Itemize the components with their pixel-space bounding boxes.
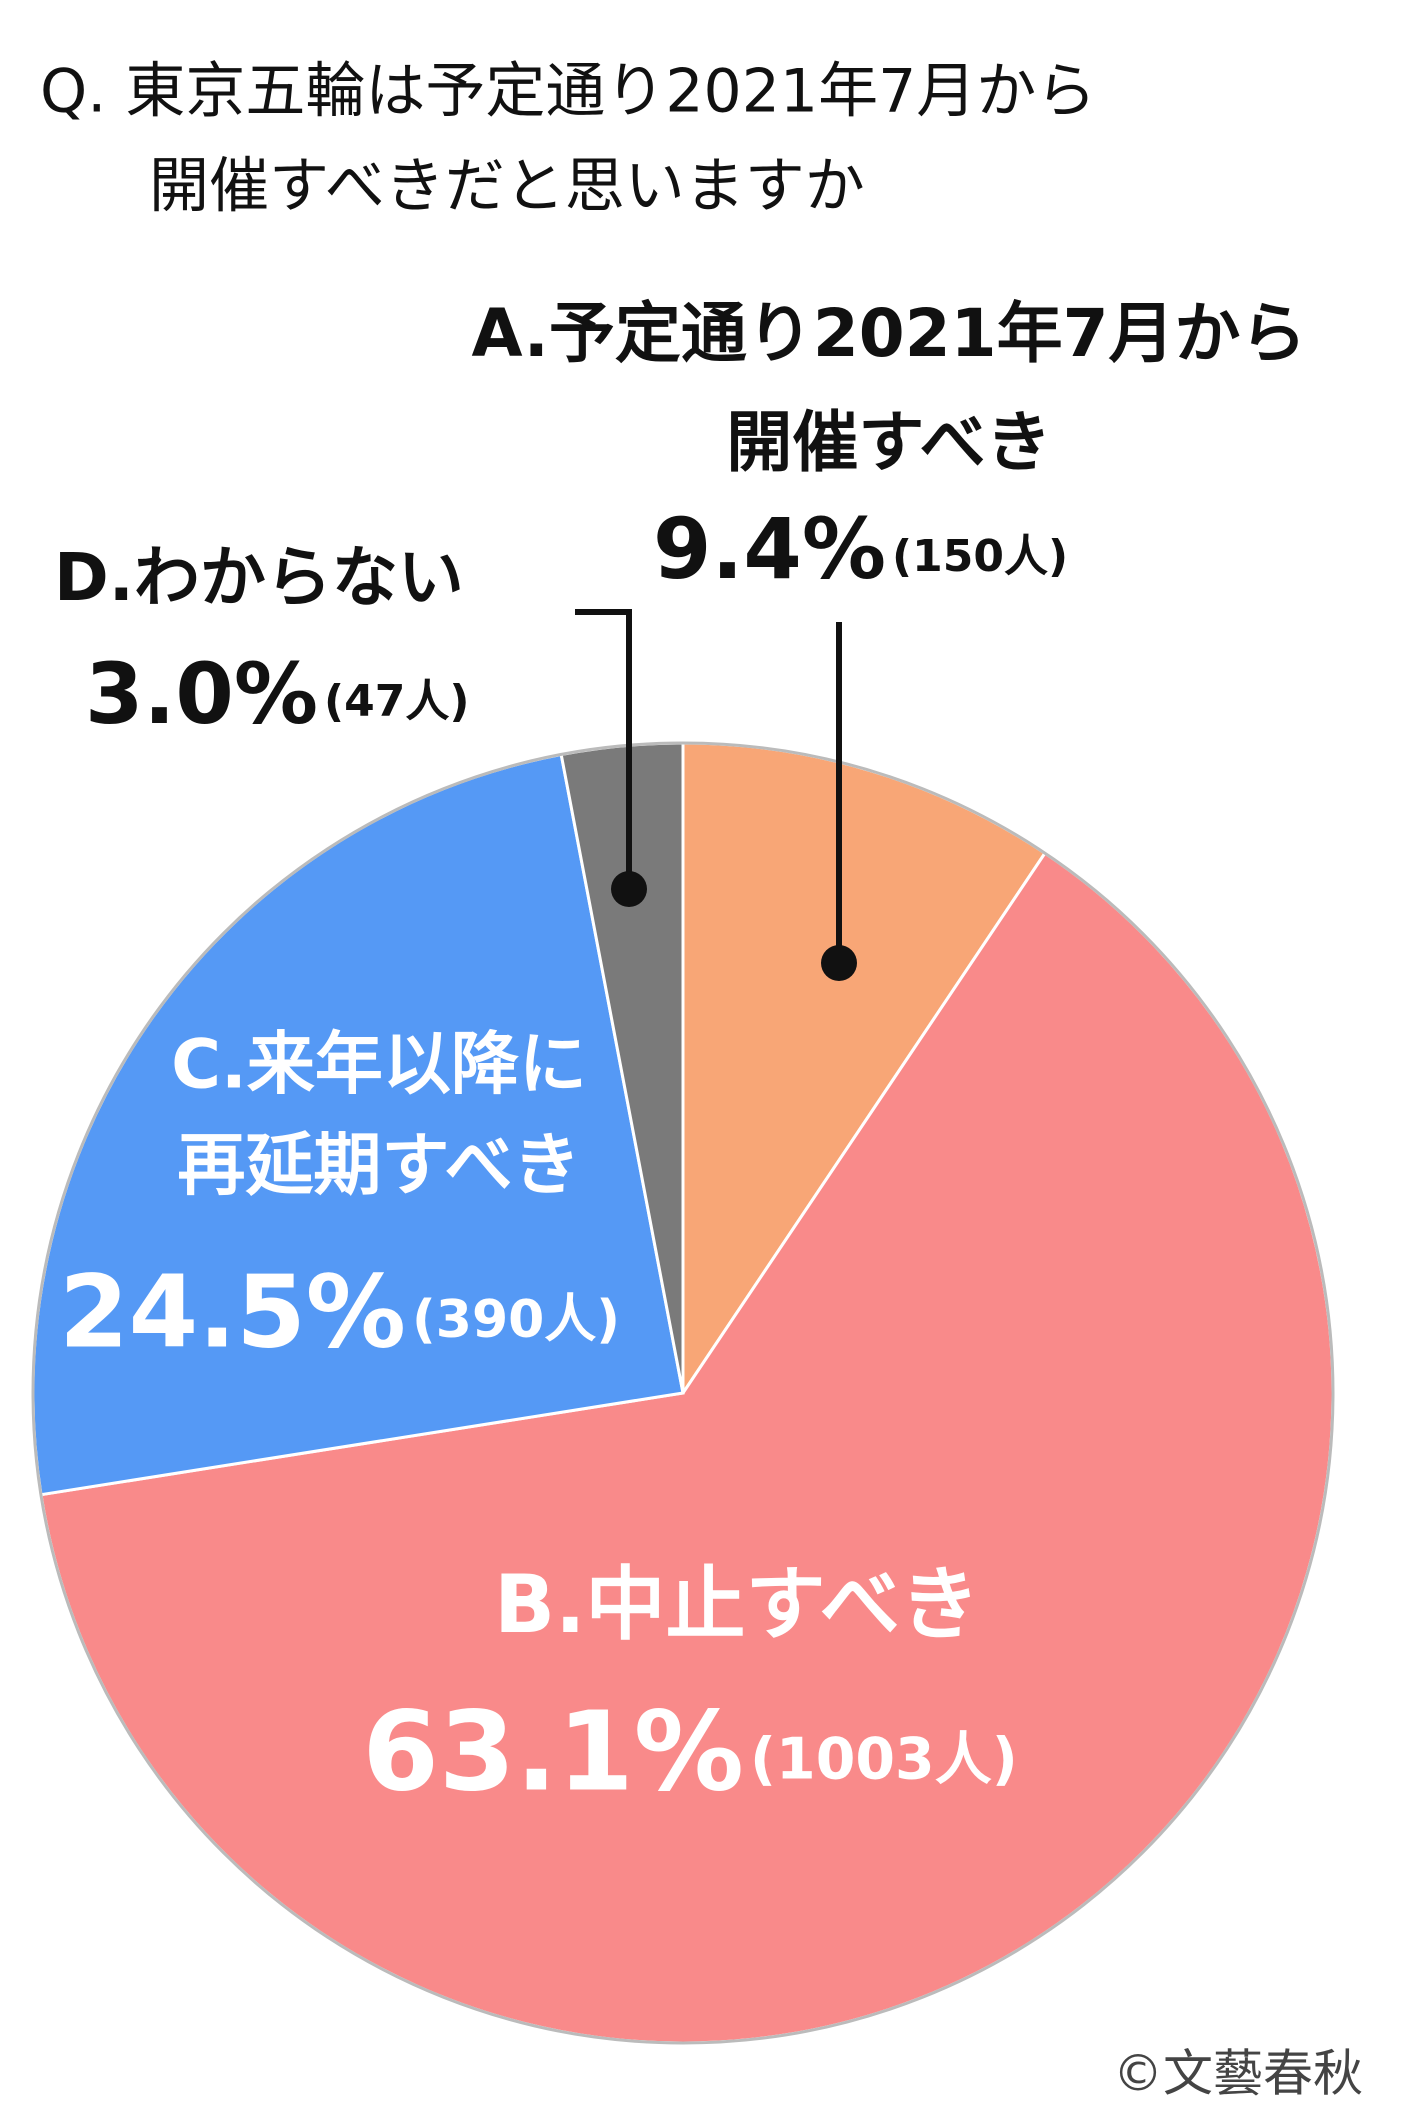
value-label: 3.0%: [85, 645, 318, 743]
slice-label: B.中止すべき: [494, 1558, 980, 1651]
count-label: (47人): [324, 676, 469, 727]
slice-label: D.わからない: [54, 539, 464, 616]
slice-label: A.予定通り2021年7月から: [472, 295, 1307, 372]
pie: [31, 741, 1335, 2045]
slice-label: C.来年以降に: [171, 1026, 587, 1105]
value-label: 24.5%: [59, 1253, 406, 1370]
count-label: (150人): [892, 531, 1068, 582]
chart-title: 開催すべきだと思いますか: [149, 152, 865, 222]
leader-line: [575, 609, 632, 889]
pie-outline: [31, 741, 1335, 2045]
value-label: 9.4%: [653, 500, 886, 598]
slice-label: 開催すべき: [726, 404, 1051, 481]
count-label: (390人): [412, 1290, 620, 1350]
chart-title: Q. 東京五輪は予定通り2021年7月から: [40, 57, 1096, 127]
leader-dot: [611, 871, 647, 907]
slice-label: 再延期すべき: [177, 1127, 580, 1206]
credit: ©文藝春秋: [1113, 2045, 1363, 2103]
value-label: 63.1%: [362, 1687, 744, 1815]
count-label: (1003人): [750, 1727, 1018, 1793]
leader-dot: [821, 945, 857, 981]
